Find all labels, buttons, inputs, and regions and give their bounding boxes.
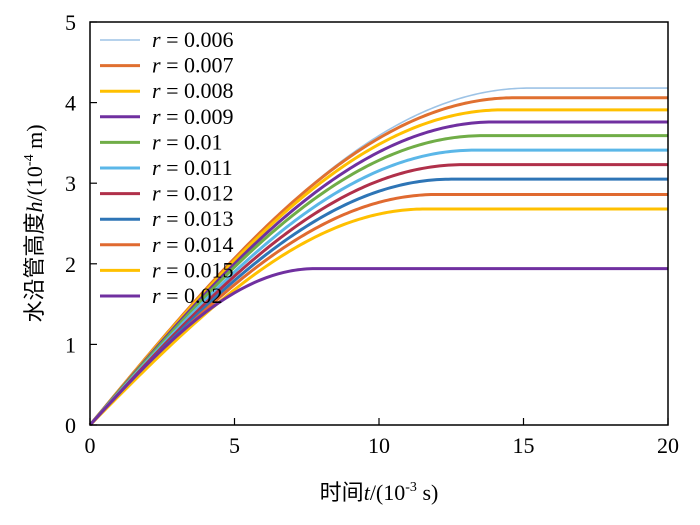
x-tick-label: 0 [85, 433, 96, 458]
x-axis-title-variable: t [364, 480, 371, 505]
legend-label: = 0.008 [161, 78, 234, 103]
legend-label: = 0.006 [161, 27, 234, 52]
legend-variable: r [152, 283, 161, 308]
legend-variable: r [152, 78, 161, 103]
legend-entry-4: r = 0.01 [152, 129, 222, 154]
legend-label: = 0.02 [161, 283, 223, 308]
legend-variable: r [152, 53, 161, 78]
legend-label: = 0.014 [161, 232, 234, 257]
series-layer [88, 87, 668, 427]
x-axis-title-suffix: s) [417, 480, 438, 505]
legend-label: = 0.013 [161, 206, 234, 231]
legend-variable: r [152, 27, 161, 52]
series-line-9 [88, 207, 668, 427]
legend-entry-1: r = 0.007 [152, 53, 233, 78]
legend-variable: r [152, 181, 161, 206]
y-tick-label: 3 [65, 171, 76, 196]
legend-entry-7: r = 0.013 [152, 206, 233, 231]
legend-entry-8: r = 0.014 [152, 232, 233, 257]
legend-entry-6: r = 0.012 [152, 181, 233, 206]
legend-entry-0: r = 0.006 [152, 27, 233, 52]
x-tick-label: 10 [368, 433, 390, 458]
legend-label: = 0.012 [161, 181, 234, 206]
y-axis-title-prefix: 水沿管高度 [22, 213, 47, 323]
y-axis-title-exponent: -4 [22, 154, 37, 166]
legend-label: = 0.011 [161, 155, 233, 180]
axes-layer: 0 5 10 15 20 0 1 2 3 4 5 [65, 10, 679, 458]
y-tick-label: 0 [65, 413, 76, 438]
legend-variable: r [152, 206, 161, 231]
series-line-6 [88, 163, 668, 427]
y-axis-title-mid: /(10 [22, 166, 47, 201]
y-tick-label: 4 [65, 91, 76, 116]
y-axis-title: 水沿管高度h/(10-4 m) [22, 124, 47, 322]
series-line-5 [88, 148, 668, 426]
y-tick-label: 2 [65, 252, 76, 277]
x-tick-label: 20 [657, 433, 679, 458]
x-axis-title: 时间t/(10-3 s) [320, 480, 439, 505]
legend-entry-9: r = 0.015 [152, 257, 233, 282]
legend-variable: r [152, 155, 161, 180]
legend-label: = 0.01 [161, 129, 223, 154]
x-axis-title-prefix: 时间 [320, 480, 364, 505]
legend-variable: r [152, 257, 161, 282]
legend-variable: r [152, 129, 161, 154]
x-tick-label: 5 [229, 433, 240, 458]
legend-entry-10: r = 0.02 [152, 283, 222, 308]
legend-entry-3: r = 0.009 [152, 104, 233, 129]
y-tick-label: 5 [65, 10, 76, 35]
legend-variable: r [152, 232, 161, 257]
series-line-7 [88, 177, 668, 427]
legend-entry-5: r = 0.011 [152, 155, 233, 180]
legend-variable: r [152, 104, 161, 129]
x-axis-title-mid: /(10 [370, 480, 405, 505]
y-tick-label: 1 [65, 332, 76, 357]
series-line-10 [88, 267, 668, 427]
legend-label: = 0.007 [161, 53, 234, 78]
x-tick-label: 15 [513, 433, 535, 458]
y-axis-title-suffix: m) [22, 124, 47, 154]
legend-label: = 0.015 [161, 257, 234, 282]
x-axis-title-exponent: -3 [405, 480, 417, 495]
legend-label: = 0.009 [161, 104, 234, 129]
series-line-4 [88, 134, 668, 426]
legend-entry-2: r = 0.008 [152, 78, 233, 103]
y-axis-title-variable: h [22, 202, 47, 213]
